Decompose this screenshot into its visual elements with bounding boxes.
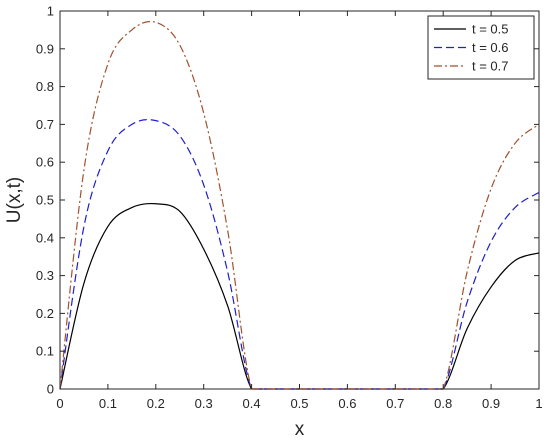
x-tick-label: 0.6: [338, 396, 356, 411]
series-line-3: [59, 20, 540, 390]
y-tick-label: 0: [47, 382, 54, 397]
y-tick-label: 0.6: [36, 155, 54, 170]
x-tick-label: 1: [535, 396, 542, 411]
y-axis-label: U(x,t): [4, 177, 25, 223]
y-tick-label: 0.4: [36, 230, 54, 245]
series-line-1: [59, 202, 540, 390]
x-tick-label: 0.9: [482, 396, 500, 411]
x-tick-label: 0.7: [386, 396, 404, 411]
x-tick-label: 0.1: [99, 396, 117, 411]
y-tick-label: 0.3: [36, 268, 54, 283]
x-tick-label: 0.5: [290, 396, 308, 411]
legend-box: [427, 15, 535, 80]
y-tick-label: 0.7: [36, 117, 54, 132]
y-tick-label: 0.5: [36, 193, 54, 208]
x-tick-label: 0.8: [434, 396, 452, 411]
series-layer: [59, 20, 540, 390]
x-axis-label: x: [295, 419, 305, 440]
x-tick-label: 0.4: [243, 396, 261, 411]
y-tick-label: 0.8: [36, 79, 54, 94]
legend: t = 0.5 t = 0.6 t = 0.7: [427, 15, 535, 80]
legend-label: t = 0.5: [472, 22, 509, 37]
y-tick-label: 1: [47, 4, 54, 19]
x-tick-label: 0.2: [147, 396, 165, 411]
y-tick-label: 0.1: [36, 344, 54, 359]
x-tick-label: 0.3: [195, 396, 213, 411]
y-tick-label: 0.9: [36, 41, 54, 56]
ticks-layer: 0 0.1 0.2 0.3 0.4 0.5 0.6 0.7 0.8 0.9 1 0 0.1 0.2 0.3 0…: [36, 4, 543, 412]
y-tick-label: 0.2: [36, 306, 54, 321]
legend-label: t = 0.7: [472, 59, 509, 74]
x-tick-label: 0: [56, 396, 63, 411]
legend-label: t = 0.6: [472, 40, 509, 55]
series-line-2: [59, 119, 540, 390]
